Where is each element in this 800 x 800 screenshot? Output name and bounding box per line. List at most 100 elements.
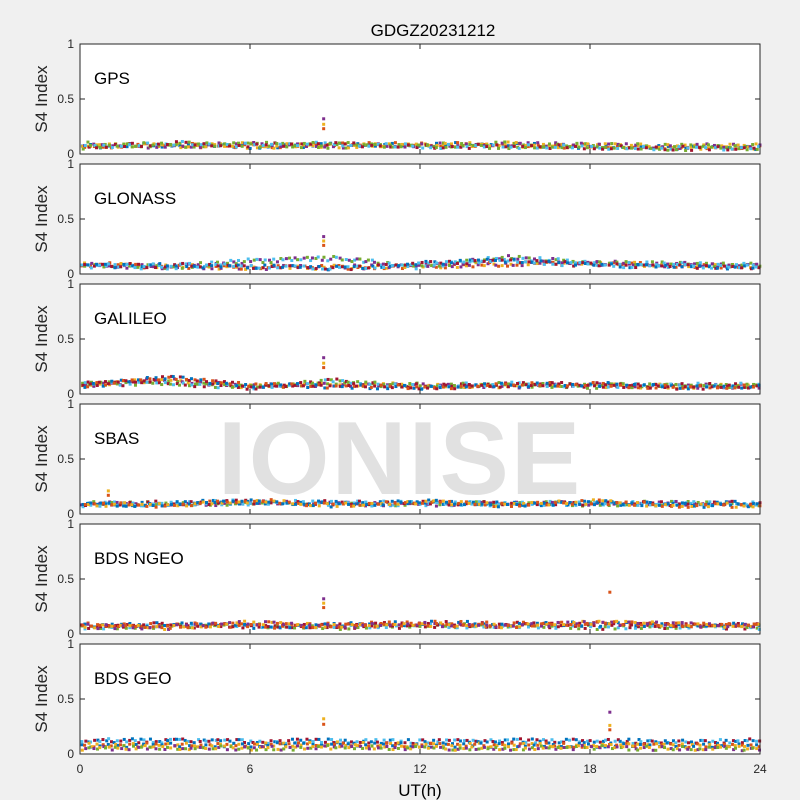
data-point bbox=[527, 501, 531, 505]
data-point bbox=[241, 626, 245, 630]
spike-point bbox=[322, 361, 326, 365]
data-point bbox=[216, 260, 220, 264]
data-point bbox=[396, 383, 400, 387]
data-point bbox=[225, 261, 229, 265]
data-point bbox=[716, 502, 720, 506]
data-point bbox=[183, 500, 187, 504]
data-point bbox=[527, 260, 531, 264]
data-point bbox=[168, 142, 172, 146]
data-point bbox=[331, 145, 335, 149]
data-point bbox=[155, 145, 159, 149]
data-point bbox=[109, 744, 113, 748]
data-point bbox=[202, 746, 206, 750]
data-point bbox=[87, 746, 91, 750]
data-point bbox=[302, 747, 306, 751]
data-point bbox=[468, 258, 472, 262]
data-point bbox=[347, 383, 351, 387]
data-point bbox=[500, 258, 504, 262]
spike-point bbox=[322, 235, 326, 239]
data-point bbox=[743, 627, 747, 631]
data-point bbox=[539, 622, 543, 626]
data-point bbox=[622, 266, 626, 270]
data-point bbox=[257, 499, 261, 503]
data-point bbox=[693, 622, 697, 626]
data-point bbox=[577, 623, 581, 627]
data-point bbox=[707, 502, 711, 506]
data-point bbox=[486, 383, 490, 387]
data-point bbox=[600, 502, 604, 506]
data-point bbox=[736, 502, 740, 506]
data-point bbox=[538, 739, 542, 743]
data-point bbox=[399, 744, 403, 748]
data-point bbox=[170, 374, 174, 378]
data-point bbox=[326, 623, 330, 627]
data-point bbox=[193, 143, 197, 147]
data-point bbox=[104, 504, 108, 508]
data-point bbox=[704, 146, 708, 150]
data-point bbox=[341, 383, 345, 387]
data-point bbox=[84, 383, 88, 387]
data-point bbox=[636, 386, 640, 390]
data-point bbox=[272, 744, 276, 748]
data-point bbox=[326, 743, 330, 747]
series-3 bbox=[80, 743, 762, 753]
data-point bbox=[165, 264, 169, 268]
data-point bbox=[393, 620, 397, 624]
data-point bbox=[246, 257, 250, 261]
data-point bbox=[291, 744, 295, 748]
data-point bbox=[163, 504, 167, 508]
data-point bbox=[305, 737, 309, 741]
data-point bbox=[476, 258, 480, 262]
data-point bbox=[576, 744, 580, 748]
data-point bbox=[205, 501, 209, 505]
data-point bbox=[621, 145, 625, 149]
data-point bbox=[344, 257, 348, 261]
data-point bbox=[349, 621, 353, 625]
data-point bbox=[597, 264, 601, 268]
data-point bbox=[362, 143, 366, 147]
data-point bbox=[319, 383, 323, 387]
data-point bbox=[511, 624, 515, 628]
data-point bbox=[154, 266, 158, 270]
data-point bbox=[149, 263, 153, 267]
data-point bbox=[539, 259, 543, 263]
data-point bbox=[128, 143, 132, 147]
data-point bbox=[572, 264, 576, 268]
data-point bbox=[556, 625, 560, 629]
data-point bbox=[408, 502, 412, 506]
data-point bbox=[488, 384, 492, 388]
data-point bbox=[397, 143, 401, 147]
data-point bbox=[216, 738, 220, 742]
data-point bbox=[374, 621, 378, 625]
data-point bbox=[699, 502, 703, 506]
data-point bbox=[397, 264, 401, 268]
data-point bbox=[266, 502, 270, 506]
data-point bbox=[217, 625, 221, 629]
data-point bbox=[707, 745, 711, 749]
data-point bbox=[727, 263, 731, 267]
data-point bbox=[751, 500, 755, 504]
data-point bbox=[382, 621, 386, 625]
data-point bbox=[172, 737, 176, 741]
data-point bbox=[154, 747, 158, 751]
data-point bbox=[707, 146, 711, 150]
data-point bbox=[680, 261, 684, 265]
data-point bbox=[545, 381, 549, 385]
data-point bbox=[702, 384, 706, 388]
data-point bbox=[534, 741, 538, 745]
data-point bbox=[134, 144, 138, 148]
data-point bbox=[264, 620, 268, 624]
data-point bbox=[174, 267, 178, 271]
data-point bbox=[268, 258, 272, 262]
data-point bbox=[269, 501, 273, 505]
data-point bbox=[663, 623, 667, 627]
data-point bbox=[112, 381, 116, 385]
data-point bbox=[593, 261, 597, 265]
data-point bbox=[249, 622, 253, 626]
data-point bbox=[473, 502, 477, 506]
data-point bbox=[255, 146, 259, 150]
spike-point bbox=[322, 356, 326, 360]
data-point bbox=[618, 262, 622, 266]
data-point bbox=[152, 265, 156, 269]
data-point bbox=[119, 739, 123, 743]
